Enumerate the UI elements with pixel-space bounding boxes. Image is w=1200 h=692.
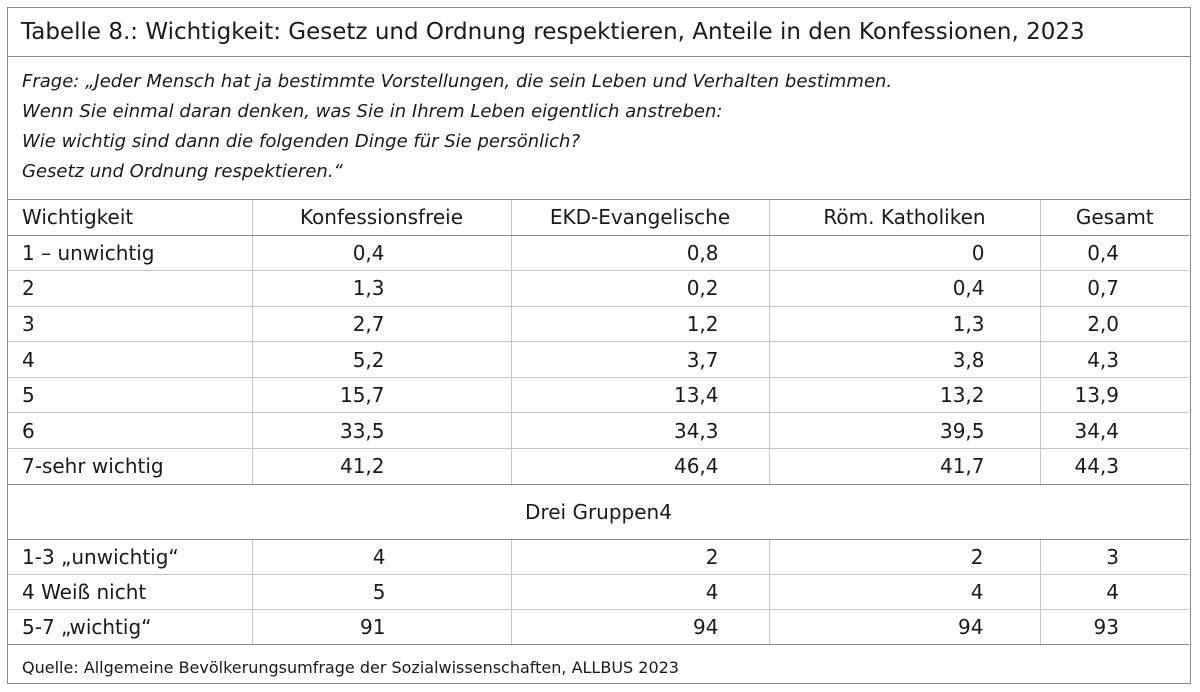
table-cell: 0,2 xyxy=(510,270,769,307)
table-cell: 0,4 xyxy=(1039,235,1189,272)
table-cell: 41,2 xyxy=(251,448,511,485)
table-cell: 1,2 xyxy=(510,306,769,343)
row-label: 6 xyxy=(8,412,252,450)
table-cell: 4 xyxy=(251,539,511,575)
table-cell: 0,4 xyxy=(768,270,1040,307)
group-heading-row: Drei Gruppen4 xyxy=(8,484,1189,540)
table-cell: 2,0 xyxy=(1039,306,1189,343)
table-cell: 15,7 xyxy=(251,377,511,414)
column-header-gesamt: Gesamt xyxy=(1039,200,1189,236)
row-label: 5-7 „wichtig“ xyxy=(8,609,252,645)
table-cell: 13,9 xyxy=(1039,377,1189,414)
table-cell: 1,3 xyxy=(251,270,511,307)
row-label: 3 xyxy=(8,306,252,343)
table-cell: 13,2 xyxy=(768,377,1040,414)
table-row: 5 15,7 13,4 13,2 13,9 xyxy=(8,377,1189,414)
column-header-konfessionsfreie: Konfessionsfreie xyxy=(251,200,511,236)
group-row: 4 Weiß nicht 5 4 4 4 xyxy=(8,574,1189,610)
question-line: Wie wichtig sind dann die folgenden Ding… xyxy=(22,131,581,152)
table-cell: 0 xyxy=(768,235,1040,272)
table-row: 7-sehr wichtig 41,2 46,4 41,7 44,3 xyxy=(8,448,1189,485)
table-cell: 0,7 xyxy=(1039,270,1189,307)
table-cell: 3,8 xyxy=(768,341,1040,378)
table-cell: 4,3 xyxy=(1039,341,1189,378)
table-row: 1 – unwichtig 0,4 0,8 0 0,4 xyxy=(8,235,1189,272)
table-row: 2 1,3 0,2 0,4 0,7 xyxy=(8,270,1189,307)
row-label: 4 Weiß nicht xyxy=(8,574,252,610)
table-cell: 44,3 xyxy=(1039,448,1189,485)
table-cell: 1,3 xyxy=(768,306,1040,343)
table-cell: 93 xyxy=(1039,609,1189,645)
table-row: 3 2,7 1,2 1,3 2,0 xyxy=(8,306,1189,343)
question-text: Frage: „Jeder Mensch hat ja bestimmte Vo… xyxy=(8,57,1190,200)
group-heading: Drei Gruppen4 xyxy=(8,484,1189,540)
table-cell: 46,4 xyxy=(510,448,769,485)
table-frame: Tabelle 8.: Wichtigkeit: Gesetz und Ordn… xyxy=(7,7,1191,684)
row-label: 2 xyxy=(8,270,252,307)
table-row: 6 33,5 34,3 39,5 34,4 xyxy=(8,412,1189,450)
question-line: Wenn Sie einmal daran denken, was Sie in… xyxy=(22,101,723,122)
table-cell: 39,5 xyxy=(768,412,1040,450)
table-cell: 5 xyxy=(251,574,511,610)
source-note: Quelle: Allgemeine Bevölkerungsumfrage d… xyxy=(22,657,679,677)
table-cell: 94 xyxy=(510,609,769,645)
group-row: 1-3 „unwichtig“ 4 2 2 3 xyxy=(8,539,1189,575)
table-title: Tabelle 8.: Wichtigkeit: Gesetz und Ordn… xyxy=(8,8,1190,57)
row-label: 4 xyxy=(8,341,252,378)
table-cell: 33,5 xyxy=(251,412,511,450)
table-row: 4 5,2 3,7 3,8 4,3 xyxy=(8,341,1189,378)
table-cell: 5,2 xyxy=(251,341,511,378)
table-cell: 4 xyxy=(510,574,769,610)
table-cell: 34,4 xyxy=(1039,412,1189,450)
row-label: 1-3 „unwichtig“ xyxy=(8,539,252,575)
table-cell: 4 xyxy=(768,574,1040,610)
table-cell: 0,4 xyxy=(251,235,511,272)
table-cell: 41,7 xyxy=(768,448,1040,485)
data-table: Wichtigkeit Konfessionsfreie EKD-Evangel… xyxy=(8,200,1189,645)
table-cell: 2 xyxy=(510,539,769,575)
row-label: 5 xyxy=(8,377,252,414)
header-row: Wichtigkeit Konfessionsfreie EKD-Evangel… xyxy=(8,200,1189,236)
group-row: 5-7 „wichtig“ 91 94 94 93 xyxy=(8,609,1189,645)
column-header-roem-katholiken: Röm. Katholiken xyxy=(768,200,1040,236)
table-cell: 3,7 xyxy=(510,341,769,378)
table-cell: 3 xyxy=(1039,539,1189,575)
row-label: 7-sehr wichtig xyxy=(8,448,252,485)
table-cell: 94 xyxy=(768,609,1040,645)
row-label: 1 – unwichtig xyxy=(8,235,252,272)
table-cell: 4 xyxy=(1039,574,1189,610)
table-cell: 91 xyxy=(251,609,511,645)
table-cell: 13,4 xyxy=(510,377,769,414)
table-cell: 0,8 xyxy=(510,235,769,272)
table-cell: 2,7 xyxy=(251,306,511,343)
question-line: Frage: „Jeder Mensch hat ja bestimmte Vo… xyxy=(22,71,893,92)
column-header-wichtigkeit: Wichtigkeit xyxy=(8,200,252,236)
table-cell: 2 xyxy=(768,539,1040,575)
table-cell: 34,3 xyxy=(510,412,769,450)
question-line: Gesetz und Ordnung respektieren.“ xyxy=(22,161,343,182)
column-header-ekd-evangelische: EKD-Evangelische xyxy=(510,200,769,236)
